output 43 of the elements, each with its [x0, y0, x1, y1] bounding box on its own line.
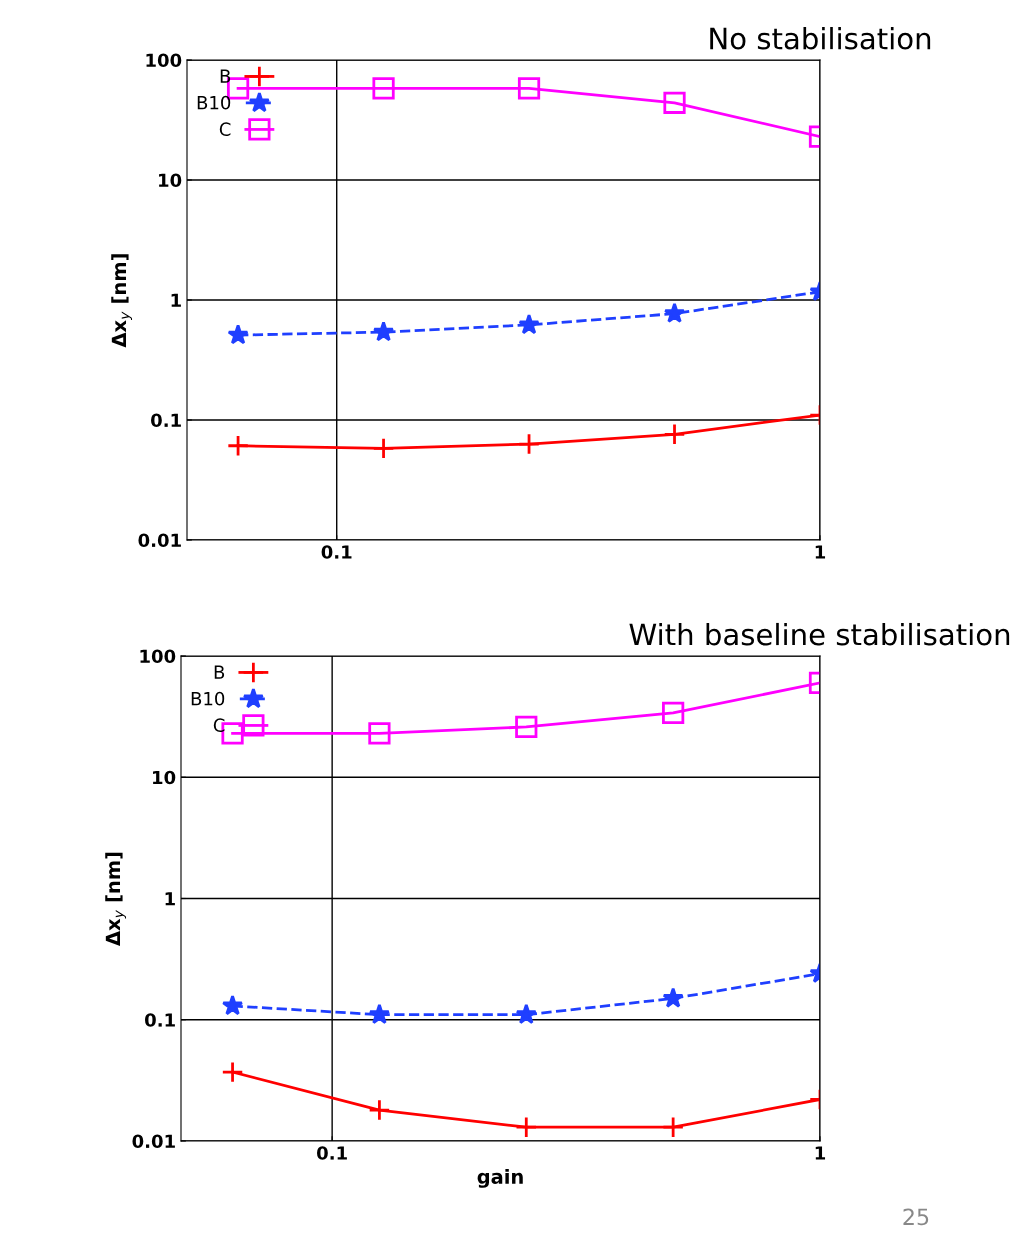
legend-label: B10 [191, 691, 225, 706]
legend-label: B [214, 665, 225, 679]
point [372, 77, 395, 100]
legend-label: B [220, 69, 231, 83]
point [517, 432, 541, 456]
point [368, 722, 391, 745]
point [662, 987, 684, 1008]
x-axis-title: gain [477, 1168, 523, 1188]
y-tick-label: 0.01 [138, 533, 181, 548]
point [662, 701, 685, 724]
chart-title: With baseline stabilisation [629, 622, 1010, 646]
point [518, 313, 540, 335]
y-tick-label: 0.1 [145, 1013, 175, 1027]
point [372, 321, 395, 342]
point [662, 1116, 685, 1139]
point [663, 423, 686, 446]
y-tick-label: 1 [165, 892, 175, 906]
point [226, 434, 250, 457]
y-axis-title: Δx$_{y}$ [nm] [105, 852, 127, 946]
y-tick-label: 10 [153, 770, 176, 785]
point [515, 715, 538, 739]
point [517, 77, 541, 100]
text: 25 [903, 1208, 929, 1226]
point [663, 91, 686, 114]
point [515, 1116, 538, 1139]
y-axis-title: Δx$_{y}$ [nm] [111, 254, 133, 348]
point [372, 437, 395, 460]
point [221, 994, 244, 1016]
point [227, 323, 249, 345]
y-tick-label: 100 [146, 53, 182, 68]
y-tick-label: 100 [140, 649, 176, 664]
point [368, 1003, 391, 1024]
legend-label: C [219, 122, 231, 137]
point [663, 302, 686, 323]
y-tick-label: 0.1 [151, 413, 181, 428]
legend-label: B10 [197, 95, 231, 110]
y-tick-label: 1 [171, 293, 181, 307]
chart-title: No stabilisation [710, 26, 931, 50]
y-tick-label: 10 [159, 173, 182, 188]
point [368, 1098, 391, 1122]
point [221, 1060, 244, 1084]
point [515, 1003, 537, 1024]
y-tick-label: 0.01 [132, 1134, 175, 1149]
